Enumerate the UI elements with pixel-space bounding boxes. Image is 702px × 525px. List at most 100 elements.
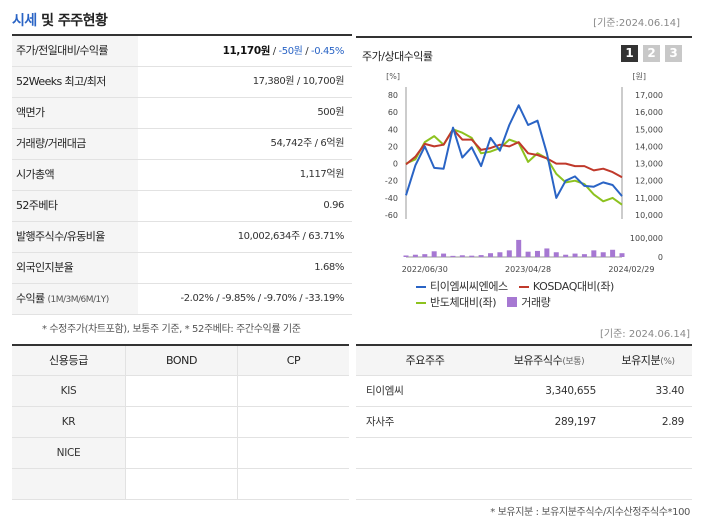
volume-bar bbox=[534, 250, 540, 257]
legend-stock: 티이엠씨씨엔에스 bbox=[416, 278, 508, 294]
right-tick-label: 11,000 bbox=[635, 194, 663, 203]
table-cell bbox=[125, 376, 237, 407]
left-tick-label: 80 bbox=[388, 91, 398, 100]
table-row: 티이엠씨 3,340,655 33.40 bbox=[356, 376, 692, 407]
row-label: 외국인지분율 bbox=[12, 253, 138, 283]
volume-bar bbox=[525, 251, 531, 257]
table-row: 52주베타 0.96 bbox=[12, 191, 352, 222]
chart-tab-3[interactable]: 3 bbox=[665, 45, 682, 62]
right-tick-label: 15,000 bbox=[635, 125, 663, 134]
row-label: 시가총액 bbox=[12, 160, 138, 190]
column-header: 보유주식수(보통) bbox=[494, 346, 604, 376]
chart-title: 주가/상대수익률 bbox=[362, 50, 433, 63]
table-cell bbox=[356, 438, 494, 469]
volume-bar bbox=[619, 253, 625, 257]
right-tick-label: 16,000 bbox=[635, 108, 663, 117]
right-tick-label: 14,000 bbox=[635, 142, 663, 151]
chart-tab-2[interactable]: 2 bbox=[643, 45, 660, 62]
table-row: 시가총액 1,117억원 bbox=[12, 160, 352, 191]
page-title: 시세 및 주주현황 bbox=[12, 10, 108, 30]
table-cell bbox=[237, 469, 349, 500]
left-tick-label: 40 bbox=[388, 125, 398, 134]
table-row: 거래량/거래대금 54,742주 / 6억원 bbox=[12, 129, 352, 160]
volume-bar bbox=[591, 250, 597, 257]
row-value: 17,380원 / 10,700원 bbox=[252, 76, 345, 87]
volume-tick-label: 100,000 bbox=[630, 234, 663, 243]
table-cell bbox=[237, 407, 349, 438]
price-value: 11,170원 / -50원 / -0.45% bbox=[222, 45, 345, 57]
chart-legend: 티이엠씨씨엔에스 KOSDAQ대비(좌) 반도체대비(좌) 거래량 bbox=[416, 278, 686, 310]
left-tick-label: 0 bbox=[393, 160, 398, 169]
holders-reference-date: [기준: 2024.06.14] bbox=[599, 329, 690, 340]
table-cell bbox=[494, 469, 604, 500]
table-cell: NICE bbox=[12, 438, 125, 469]
row-value: 500원 bbox=[317, 107, 344, 118]
price-rate: -0.45% bbox=[311, 46, 344, 57]
table-row: KR bbox=[12, 407, 349, 438]
right-tick-label: 17,000 bbox=[635, 91, 663, 100]
chart-tab-1[interactable]: 1 bbox=[621, 45, 638, 62]
volume-bar bbox=[544, 248, 550, 257]
table-header: 신용등급 BOND CP bbox=[12, 346, 349, 376]
table-cell bbox=[494, 438, 604, 469]
column-header: BOND bbox=[125, 346, 237, 376]
legend-kosdaq: KOSDAQ대비(좌) bbox=[518, 278, 614, 294]
table-cell bbox=[604, 438, 692, 469]
left-tick-label: -20 bbox=[385, 177, 398, 186]
volume-bar bbox=[488, 253, 494, 257]
major-holders-table: 주요주주 보유주식수(보통) 보유지분(%) 티이엠씨 3,340,655 33.4… bbox=[356, 344, 692, 500]
column-header: CP bbox=[237, 346, 349, 376]
legend-volume: 거래량 bbox=[507, 294, 551, 310]
table-cell bbox=[12, 469, 125, 500]
volume-bar bbox=[563, 254, 569, 257]
table-cell: 2.89 bbox=[604, 407, 692, 438]
return-values: -2.02% / -9.85% / -9.70% / -33.19% bbox=[180, 293, 345, 304]
table-row: 외국인지분율 1.68% bbox=[12, 253, 352, 284]
left-tick-label: 60 bbox=[388, 108, 398, 117]
table-cell: KIS bbox=[12, 376, 125, 407]
volume-bar bbox=[441, 253, 447, 257]
volume-tick-label: 0 bbox=[658, 253, 663, 262]
table-cell: 티이엠씨 bbox=[356, 376, 494, 407]
table-cell: 33.40 bbox=[604, 376, 692, 407]
stock-price-line bbox=[405, 104, 623, 199]
left-unit: [%] bbox=[386, 72, 400, 81]
reference-date: [기준:2024.06.14] bbox=[593, 18, 680, 29]
table-row bbox=[356, 438, 692, 469]
price-chart: [%] [원] 80 60 40 20 0 -20 -40 -60 17,000 16,000 15,0… bbox=[385, 72, 663, 274]
table-row bbox=[356, 469, 692, 500]
left-tick-label: 20 bbox=[388, 142, 398, 151]
row-label: 거래량/거래대금 bbox=[12, 129, 138, 159]
price-change: -50원 bbox=[278, 46, 303, 57]
table-cell: 자사주 bbox=[356, 407, 494, 438]
x-tick-label: 2022/06/30 bbox=[402, 265, 448, 274]
volume-bar bbox=[403, 255, 409, 257]
volume-bar bbox=[450, 255, 456, 257]
volume-bar bbox=[516, 239, 522, 257]
section-header: 시세 및 주주현황 [기준:2024.06.14] bbox=[12, 8, 692, 34]
row-label: 액면가 bbox=[12, 98, 138, 128]
row-value: 1.68% bbox=[314, 262, 344, 273]
row-label: 주가/전일대비/수익률 bbox=[12, 36, 138, 66]
legend-semi: 반도체대비(좌) bbox=[416, 294, 497, 310]
table-row: 자사주 289,197 2.89 bbox=[356, 407, 692, 438]
x-tick-label: 2024/02/29 bbox=[608, 265, 654, 274]
holders-footnote: * 보유지분 : 보유지분주식수/지수산정주식수*100 bbox=[490, 507, 690, 518]
right-tick-label: 12,000 bbox=[635, 177, 663, 186]
table-cell bbox=[237, 376, 349, 407]
table-row: KIS bbox=[12, 376, 349, 407]
table-row: 수익률 (1M/3M/6M/1Y) -2.02% / -9.85% / -9.7… bbox=[12, 284, 352, 315]
divider bbox=[12, 34, 352, 36]
table-row: NICE bbox=[12, 438, 349, 469]
volume-bar bbox=[459, 255, 465, 257]
x-tick-label: 2023/04/28 bbox=[505, 265, 551, 274]
table-cell bbox=[125, 438, 237, 469]
row-value: 10,002,634주 / 63.71% bbox=[237, 231, 345, 242]
row-value: 0.96 bbox=[323, 200, 344, 211]
row-value: 54,742주 / 6억원 bbox=[270, 138, 345, 149]
table-cell: 289,197 bbox=[494, 407, 604, 438]
volume-bar bbox=[600, 252, 606, 257]
table-cell bbox=[604, 469, 692, 500]
row-label: 발행주식수/유동비율 bbox=[12, 222, 138, 252]
